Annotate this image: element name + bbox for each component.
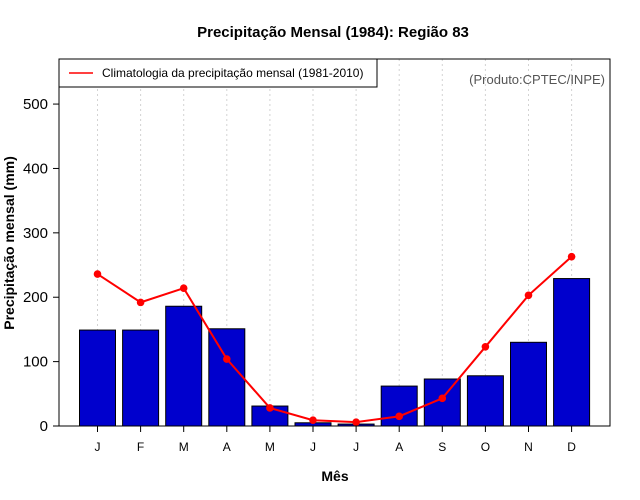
climatology-point (567, 252, 576, 261)
bar-d-12 (553, 278, 591, 427)
x-tick-label: O (481, 440, 490, 454)
bar-n-11 (510, 341, 547, 427)
x-tick-label: A (395, 440, 403, 454)
x-tick-label: J (353, 440, 359, 454)
y-tick-label: 300 (23, 225, 48, 242)
climatology-point (309, 416, 317, 425)
bar-a-4 (208, 328, 246, 427)
y-axis: 0 100 200 300 400 500 (23, 96, 59, 435)
climatology-point (395, 412, 404, 421)
climatology-point (136, 298, 145, 307)
legend-box (58, 58, 378, 88)
climatology-line-series (93, 252, 576, 426)
legend: Climatologia da precipitação mensal (198… (58, 58, 378, 88)
x-tick-label: J (95, 440, 101, 454)
climatology-point (93, 270, 102, 278)
y-tick-label: 500 (23, 96, 48, 113)
bar-j-1 (79, 329, 116, 427)
climatology-line (96, 255, 573, 424)
climatology-point (438, 394, 447, 403)
climatology-point (481, 343, 490, 351)
climatology-point (524, 291, 533, 300)
y-tick-label: 400 (23, 160, 48, 177)
x-tick-label: J (310, 440, 316, 454)
x-tick-label: A (223, 440, 231, 454)
source-annotation: (Produto:CPTEC/INPE) (469, 72, 605, 87)
climatology-point (179, 284, 188, 293)
bars (79, 278, 591, 427)
y-tick-label: 100 (23, 354, 48, 371)
bar-m-3 (165, 305, 203, 427)
x-tick-label: S (438, 440, 446, 454)
x-tick-label: M (179, 440, 189, 454)
chart-title: Precipitação Mensal (1984): Região 83 (197, 24, 469, 41)
y-tick-label: 0 (40, 418, 48, 435)
climatology-point (266, 404, 274, 412)
climatology-point (352, 418, 360, 426)
x-tick-label: N (524, 440, 533, 454)
x-tick-label: D (567, 440, 576, 454)
y-axis-title: Precipitação mensal (mm) (1, 156, 17, 330)
bar-f-2 (122, 329, 160, 427)
x-tick-label: F (137, 440, 144, 454)
bar-o-10 (466, 375, 504, 427)
bar-s-9 (423, 378, 461, 427)
x-tick-label: M (265, 440, 275, 454)
x-axis-title: Mês (321, 468, 348, 484)
legend-label: Climatologia da precipitação mensal (198… (102, 66, 363, 80)
y-tick-label: 200 (23, 289, 48, 306)
climatology-point (223, 355, 231, 363)
